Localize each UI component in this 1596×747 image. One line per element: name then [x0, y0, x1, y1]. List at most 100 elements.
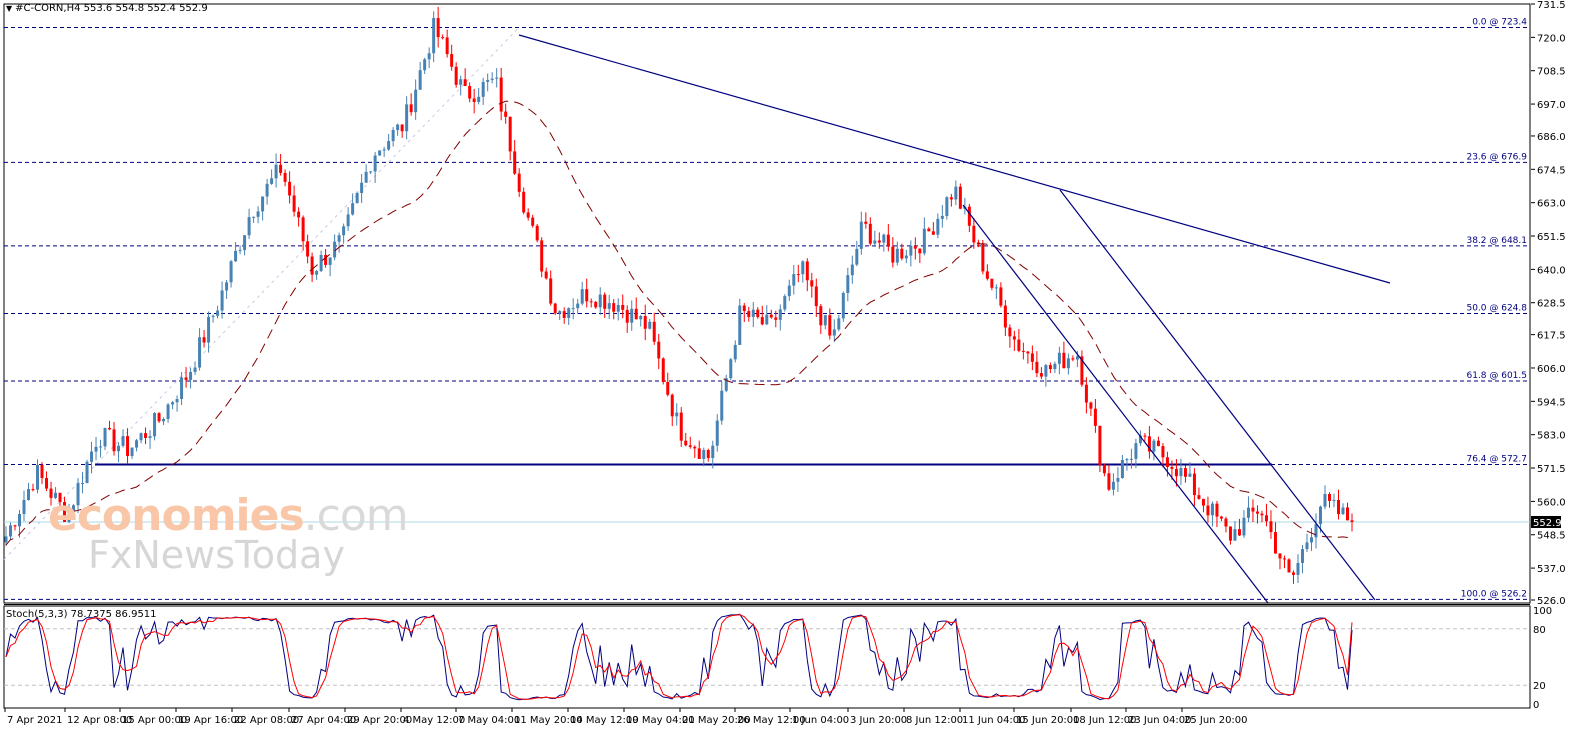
candle-body [139, 433, 143, 441]
candle-body [1183, 468, 1187, 477]
candle-body [450, 54, 454, 67]
candle-body [1314, 524, 1318, 538]
candle-body [1147, 436, 1151, 452]
candle-body [193, 367, 197, 372]
y-tick-label: 606.0 [1537, 364, 1566, 375]
candle-body [1084, 384, 1088, 403]
candle-body [535, 225, 539, 241]
candle-body [144, 433, 148, 438]
candle-body [333, 241, 337, 258]
candle-body [841, 292, 845, 319]
candle-body [99, 446, 103, 448]
candle-body [310, 256, 314, 275]
candle-body [369, 171, 373, 173]
candle-body [112, 429, 116, 452]
fib-level-label: 61.8 @ 601.5 [1466, 371, 1527, 381]
candles-group [4, 6, 1354, 584]
candle-body [234, 250, 238, 262]
candle-body [1345, 507, 1349, 521]
candle-body [495, 77, 499, 79]
x-tick-label: 14 May 12:00 [570, 715, 639, 726]
candle-body [94, 446, 98, 452]
trendline-channel-upper[interactable] [1059, 189, 1376, 601]
dropdown-arrow-icon[interactable]: ▼ [6, 4, 13, 13]
candle-body [621, 304, 625, 310]
candle-body [661, 358, 665, 382]
fib-level-label: 23.6 @ 676.9 [1466, 152, 1527, 162]
candle-body [990, 278, 994, 288]
candle-body [157, 413, 161, 422]
candle-body [688, 445, 692, 447]
y-tick-label: 617.5 [1537, 331, 1566, 342]
x-tick-label: 21 May 20:00 [682, 715, 751, 726]
trendline-channel-lower[interactable] [962, 204, 1269, 604]
candle-body [1318, 506, 1322, 525]
candle-body [1305, 542, 1309, 550]
candle-body [1134, 443, 1138, 459]
candle-body [1350, 520, 1354, 522]
x-tick-label: 19 Apr 16:00 [178, 715, 243, 726]
candle-body [378, 150, 382, 156]
x-tick-label: 29 Apr 20:00 [347, 715, 412, 726]
y-tick-label: 560.0 [1537, 497, 1566, 508]
candle-body [351, 203, 355, 215]
y-tick-label: 571.5 [1537, 464, 1566, 475]
candle-body [859, 221, 863, 249]
candle-body [1246, 507, 1250, 518]
candle-body [585, 289, 589, 302]
candle-body [1129, 458, 1133, 460]
candle-body [1260, 513, 1264, 516]
candle-body [864, 221, 868, 224]
candle-body [733, 344, 737, 360]
candle-body [1233, 529, 1237, 541]
candle-body [1192, 473, 1196, 496]
candle-body [1053, 363, 1057, 370]
candle-body [1323, 494, 1327, 507]
candle-body [175, 399, 179, 403]
y-tick-label: 731.5 [1537, 0, 1566, 11]
candle-body [819, 306, 823, 326]
candle-body [900, 248, 904, 259]
fib-level-label: 38.2 @ 648.1 [1466, 236, 1527, 246]
candle-body [67, 511, 71, 522]
candle-body [436, 18, 440, 38]
candle-body [1219, 516, 1223, 519]
candle-body [1030, 353, 1034, 362]
candle-body [711, 445, 715, 459]
x-tick-label: 26 May 12:00 [737, 715, 806, 726]
candle-body [747, 311, 751, 317]
y-tick-label: 537.0 [1537, 564, 1566, 575]
candle-body [1282, 558, 1286, 560]
candle-body [684, 440, 688, 446]
candle-body [540, 240, 544, 272]
candle-body [22, 499, 26, 514]
candle-body [598, 294, 602, 308]
candle-body [562, 311, 566, 318]
candle-body [31, 489, 35, 491]
trendline-major-downtrend[interactable] [518, 34, 1391, 284]
candle-body [652, 321, 656, 342]
candle-body [1062, 352, 1066, 369]
candle-body [526, 212, 530, 218]
candle-body [904, 255, 908, 259]
chart-title: ▼ #C-CORN,H4 553.6 554.8 552.4 552.9 [6, 3, 208, 14]
candle-body [1179, 468, 1183, 477]
candle-body [1089, 402, 1093, 409]
candle-body [1309, 537, 1313, 543]
candle-body [189, 371, 193, 380]
candle-body [121, 436, 125, 446]
x-tick-label: 3 Jun 20:00 [850, 715, 907, 726]
y-tick-label: 548.5 [1537, 531, 1566, 542]
candle-body [463, 79, 467, 87]
candle-body [958, 186, 962, 209]
candle-body [1057, 352, 1061, 364]
candle-body [625, 309, 629, 323]
candle-body [742, 305, 746, 312]
candle-body [513, 151, 517, 174]
candle-body [769, 314, 773, 318]
x-tick-label: 15 Apr 00:00 [122, 715, 187, 726]
candle-body [166, 404, 170, 419]
candle-body [616, 304, 620, 312]
